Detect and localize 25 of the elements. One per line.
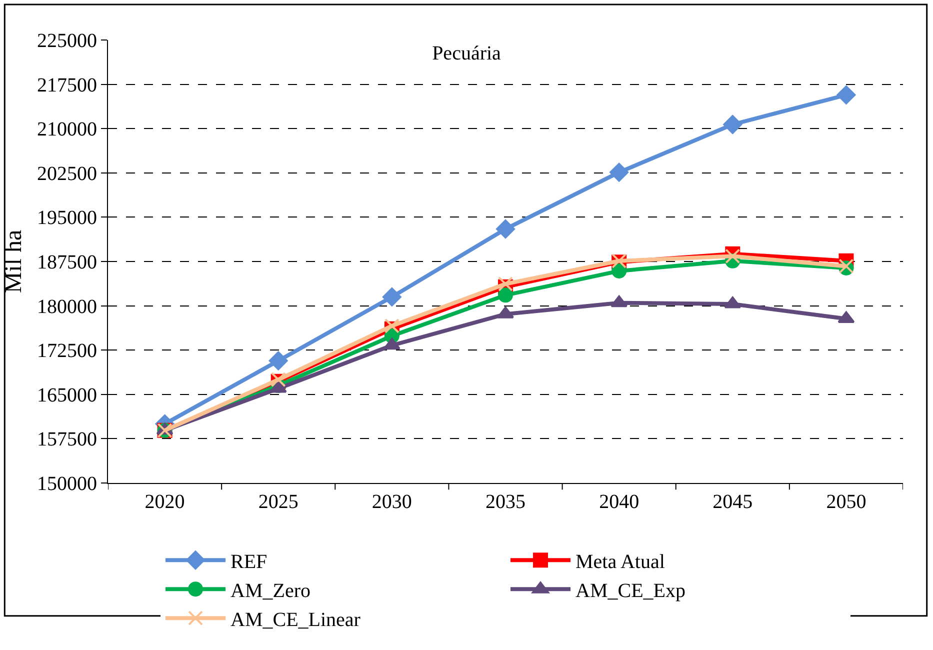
y-tick-label: 217500 xyxy=(37,74,97,96)
y-tick-label: 150000 xyxy=(37,473,97,495)
y-axis-title: Mil ha xyxy=(1,229,28,294)
y-tick-label: 210000 xyxy=(37,118,97,141)
y-tick-label: 172500 xyxy=(37,340,97,362)
legend-label: AM_CE_Linear xyxy=(230,608,361,631)
legend-label: Meta Atual xyxy=(576,550,666,573)
legend-label: AM_CE_Exp xyxy=(576,580,686,602)
legend-label: AM_Zero xyxy=(230,580,310,602)
y-tick-label: 180000 xyxy=(37,296,97,318)
y-tick-label: 195000 xyxy=(37,207,97,230)
y-tick-label: 225000 xyxy=(37,30,97,52)
x-tick-label: 2035 xyxy=(486,491,526,513)
y-tick-label: 165000 xyxy=(37,384,97,406)
x-tick-label: 2050 xyxy=(826,491,866,513)
y-tick-label: 157500 xyxy=(37,428,97,451)
y-tick-label: 202500 xyxy=(37,162,97,185)
x-tick-label: 2040 xyxy=(599,491,640,513)
x-tick-label: 2020 xyxy=(144,491,185,513)
x-tick-label: 2045 xyxy=(712,491,753,513)
chart-title: Pecuária xyxy=(432,42,502,64)
x-tick-label: 2030 xyxy=(372,491,412,513)
x-tick-label: 2025 xyxy=(258,491,298,513)
legend-label: REF xyxy=(230,550,268,573)
y-tick-label: 187500 xyxy=(37,252,97,274)
